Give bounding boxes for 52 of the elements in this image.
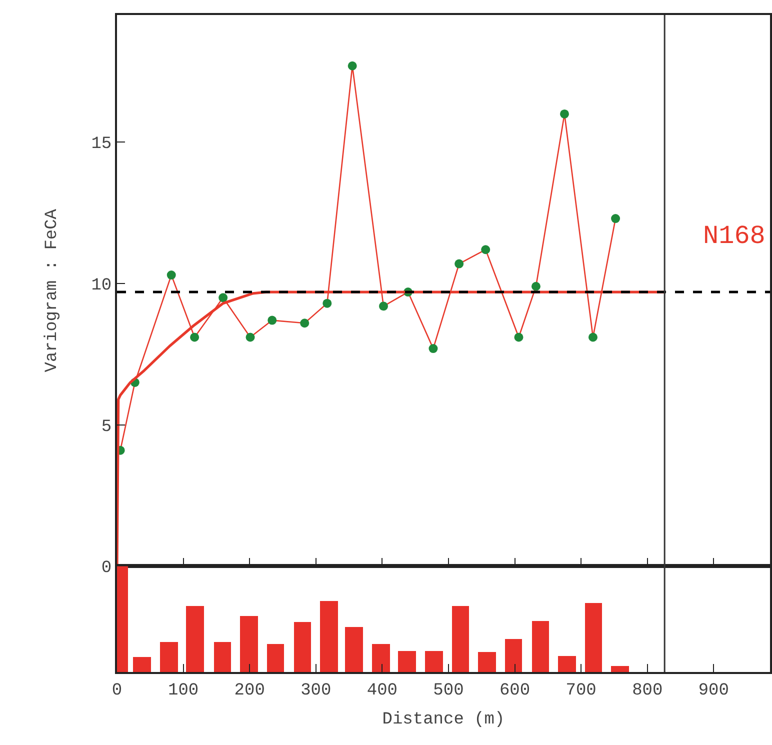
x-tick-label: 500 [433, 681, 464, 700]
point [246, 332, 255, 342]
x-tick-label: 200 [234, 681, 265, 700]
y-axis-title: Variogram : FeCA [43, 208, 62, 372]
point [166, 270, 176, 280]
bar [558, 656, 576, 672]
bar [133, 657, 151, 672]
point [379, 302, 388, 311]
point [190, 332, 200, 342]
bar [214, 642, 231, 672]
bar [186, 606, 204, 672]
annotation: N168 [703, 221, 766, 251]
point [300, 318, 310, 328]
x-tick-label: 300 [300, 681, 332, 700]
y-tick-label: 10 [91, 276, 112, 296]
point [268, 316, 277, 325]
bar [372, 644, 390, 672]
point [531, 282, 540, 291]
bar [320, 601, 338, 672]
point [454, 259, 464, 268]
x-tick-label: 600 [499, 681, 530, 700]
bar [345, 627, 363, 672]
point [481, 245, 490, 254]
bar [160, 642, 178, 672]
bar [478, 652, 496, 672]
x-tick-label: 100 [168, 681, 199, 700]
y-tick-label: 15 [91, 135, 112, 154]
bar [267, 644, 284, 672]
bar [240, 616, 258, 672]
point [560, 109, 569, 118]
bar [452, 606, 469, 672]
x-axis-title: Distance (m) [382, 710, 505, 730]
bar [585, 603, 602, 672]
point [218, 293, 228, 302]
point [588, 332, 598, 342]
bar [505, 639, 522, 672]
point [611, 214, 620, 224]
point [514, 332, 524, 342]
bar [294, 622, 311, 672]
point [322, 298, 332, 308]
x-tick-label: 400 [366, 681, 398, 700]
point [348, 61, 357, 70]
y-tick-label: 0 [101, 559, 112, 578]
x-tick-label: 700 [566, 681, 596, 700]
point [428, 344, 438, 354]
x-tick-label: 900 [698, 681, 729, 700]
bar [425, 651, 443, 672]
y-tick-label: 5 [101, 418, 112, 437]
bar [398, 651, 416, 672]
x-tick-label: 800 [632, 681, 663, 700]
bar [611, 666, 629, 672]
bar [532, 621, 549, 672]
